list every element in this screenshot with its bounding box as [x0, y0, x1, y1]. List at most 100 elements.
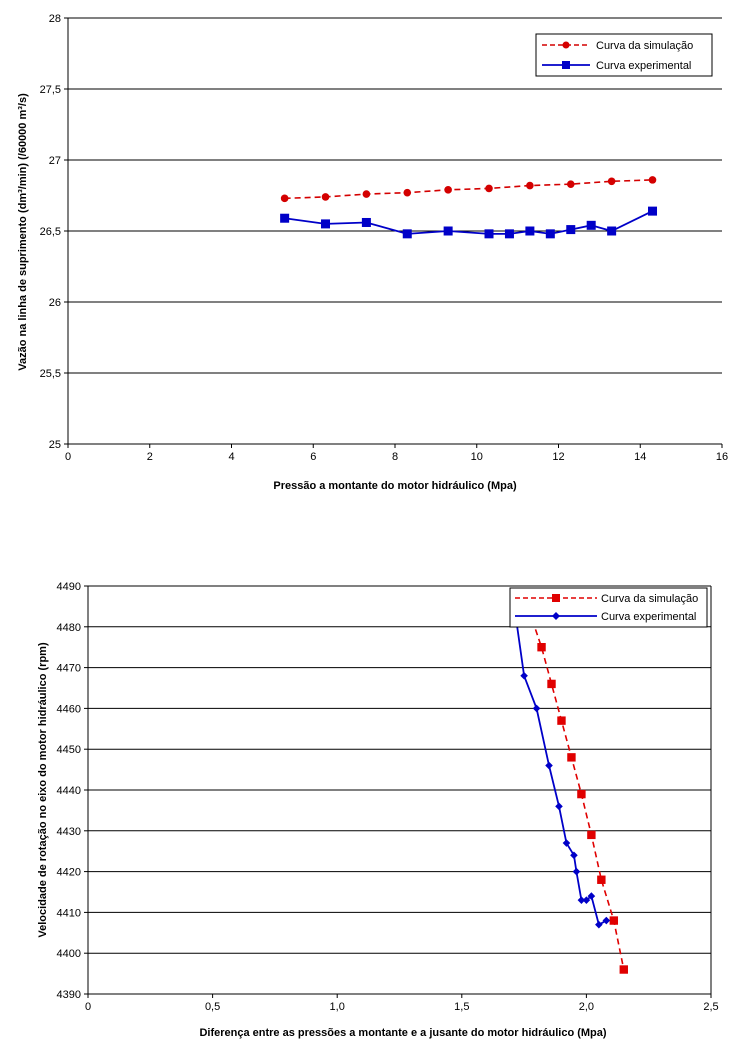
chart2-simulation-point	[547, 679, 556, 689]
chart2-simulation-line	[528, 610, 625, 970]
chart1-legend-simulation-label: Curva da simulação	[596, 40, 693, 52]
chart2-experimental-point	[520, 671, 528, 680]
chart1-legend: Curva da simulação Curva experimental	[535, 33, 713, 77]
chart2-legend: Curva da simulação Curva experimental	[509, 587, 708, 628]
chart2-experimental-point	[595, 920, 603, 929]
chart1-simulation-point	[607, 177, 616, 186]
chart1-simulation-point	[485, 184, 493, 193]
chart2-experimental-point	[602, 916, 611, 925]
chart1-simulation-point	[362, 190, 371, 198]
chart2-y-tick-label: 4490	[57, 581, 81, 593]
chart2-tick-labels: 4390 4400 4410 4420 4430 4440 4450 4460 4470 4480…	[57, 581, 719, 1013]
chart2-legend-experimental-label: Curva experimental	[601, 611, 696, 623]
chart1-x-tick-label: 0	[65, 451, 71, 463]
chart1-y-tick-label: 26,5	[40, 226, 61, 238]
chart1-experimental-point	[321, 219, 331, 229]
chart1-y-tick-label: 28	[49, 13, 61, 25]
chart1-experimental-point	[545, 229, 555, 239]
chart1-x-tick-label: 10	[471, 451, 483, 463]
chart2-legend-simulation-label: Curva da simulação	[601, 593, 698, 605]
chart2-x-tick-label: 1,5	[454, 1001, 469, 1013]
chart1-experimental-point	[361, 217, 371, 227]
chart2-experimental-point	[532, 704, 541, 713]
chart1-legend-simulation-marker	[562, 41, 570, 49]
chart1-simulation-point	[280, 194, 289, 203]
chart1-simulation-point	[648, 176, 657, 184]
chart2-x-axis-title: Diferença entre as pressões a montante e…	[199, 1027, 606, 1039]
chart1-x-axis-title: Pressão a montante do motor hidráulico (…	[273, 480, 517, 492]
chart1-legend-experimental-label: Curva experimental	[596, 60, 691, 72]
chart1-x-tick-label: 2	[147, 451, 153, 463]
chart1-x-tick-label: 8	[392, 451, 398, 463]
chart2-x-tick-label: 2,5	[703, 1001, 718, 1013]
chart2-experimental-point	[582, 896, 591, 904]
chart1-y-axis-title: Vazão na linha de suprimento (dm³/min) (…	[17, 93, 29, 371]
chart2-simulation-point	[577, 789, 586, 799]
chart1-tick-labels: 25 25,5 26 26,5 27 27,5 28 0 2 4 6 8 10 12 14 16	[40, 13, 729, 463]
chart2-legend-experimental-marker	[552, 612, 560, 620]
chart2-simulation-point	[597, 875, 606, 884]
chart2-experimental-point	[555, 802, 563, 811]
chart1-y-tick-label: 25,5	[40, 368, 61, 380]
flow-vs-pressure-chart: 25 25,5 26 26,5 27 27,5 28 0 2 4 6 8 10 12 14 16 Pressã…	[17, 13, 728, 492]
chart2-legend-box	[509, 587, 708, 628]
chart1-x-tick-label: 6	[310, 451, 316, 463]
chart2-y-tick-label: 4430	[57, 826, 81, 838]
chart2-simulation-point	[567, 753, 576, 762]
chart2-gridlines	[88, 585, 712, 994]
chart2-experimental-point	[545, 761, 553, 770]
chart1-simulation-line	[284, 179, 653, 200]
chart1-x-tick-label: 16	[716, 451, 728, 463]
chart2-y-tick-label: 4400	[57, 948, 81, 960]
chart2-simulation-point	[619, 965, 628, 974]
chart1-experimental-point	[504, 229, 514, 239]
chart2-simulation-point	[587, 830, 596, 840]
chart1-experimental-point	[280, 213, 290, 223]
chart1-simulation-point	[403, 188, 412, 197]
chart1-simulation-point	[526, 181, 534, 190]
chart1-experimental-point	[566, 225, 576, 235]
chart2-experimental-point	[570, 851, 578, 860]
chart2-y-tick-label: 4470	[57, 663, 81, 675]
chart1-experimental-point	[484, 229, 494, 239]
chart1-experimental-point	[586, 220, 596, 230]
chart2-y-tick-label: 4450	[57, 744, 81, 756]
chart1-simulation-point	[321, 193, 330, 201]
chart1-y-tick-label: 27	[49, 155, 61, 167]
chart2-y-tick-label: 4440	[57, 785, 81, 797]
chart1-experimental-point	[443, 226, 453, 236]
chart2-y-tick-label: 4460	[57, 703, 81, 715]
chart2-y-tick-label: 4420	[57, 867, 81, 879]
chart2-x-tick-label: 1,0	[330, 1001, 345, 1013]
chart1-experimental-point	[525, 226, 535, 236]
chart2-x-tick-label: 0	[85, 1001, 91, 1013]
chart2-simulation-point	[557, 716, 566, 725]
chart1-series	[280, 176, 658, 239]
chart2-x-tick-label: 0,5	[205, 1001, 220, 1013]
chart2-simulation-point	[609, 916, 619, 925]
chart2-y-axis-title: Velocidade de rotação no eixo do motor h…	[37, 642, 49, 938]
chart2-experimental-point	[572, 867, 581, 876]
chart1-legend-experimental-marker	[562, 61, 570, 69]
chart1-simulation-point	[444, 186, 452, 194]
rotation-vs-pressure-difference-chart: 4390 4400 4410 4420 4430 4440 4450 4460 4470 4480…	[37, 581, 719, 1039]
chart1-experimental-point	[648, 206, 658, 216]
chart2-legend-simulation-marker	[552, 594, 560, 602]
chart1-experimental-point	[607, 226, 617, 236]
chart2-experimental-point	[587, 892, 596, 900]
chart2-x-tick-label: 2,0	[579, 1001, 594, 1013]
chart1-x-tick-label: 14	[634, 451, 646, 463]
chart1-y-tick-label: 26	[49, 297, 61, 309]
chart1-experimental-line	[284, 210, 653, 235]
chart2-experimental-point	[577, 896, 586, 904]
chart2-y-tick-label: 4480	[57, 622, 81, 634]
chart2-simulation-point	[537, 643, 546, 652]
chart1-x-tick-label: 4	[228, 451, 234, 463]
chart1-x-tick-label: 12	[552, 451, 564, 463]
chart2-y-tick-label: 4390	[57, 989, 81, 1001]
chart1-experimental-point	[402, 229, 412, 239]
chart1-y-tick-label: 27,5	[40, 84, 61, 96]
chart2-experimental-point	[562, 839, 571, 847]
chart1-simulation-point	[566, 180, 575, 188]
